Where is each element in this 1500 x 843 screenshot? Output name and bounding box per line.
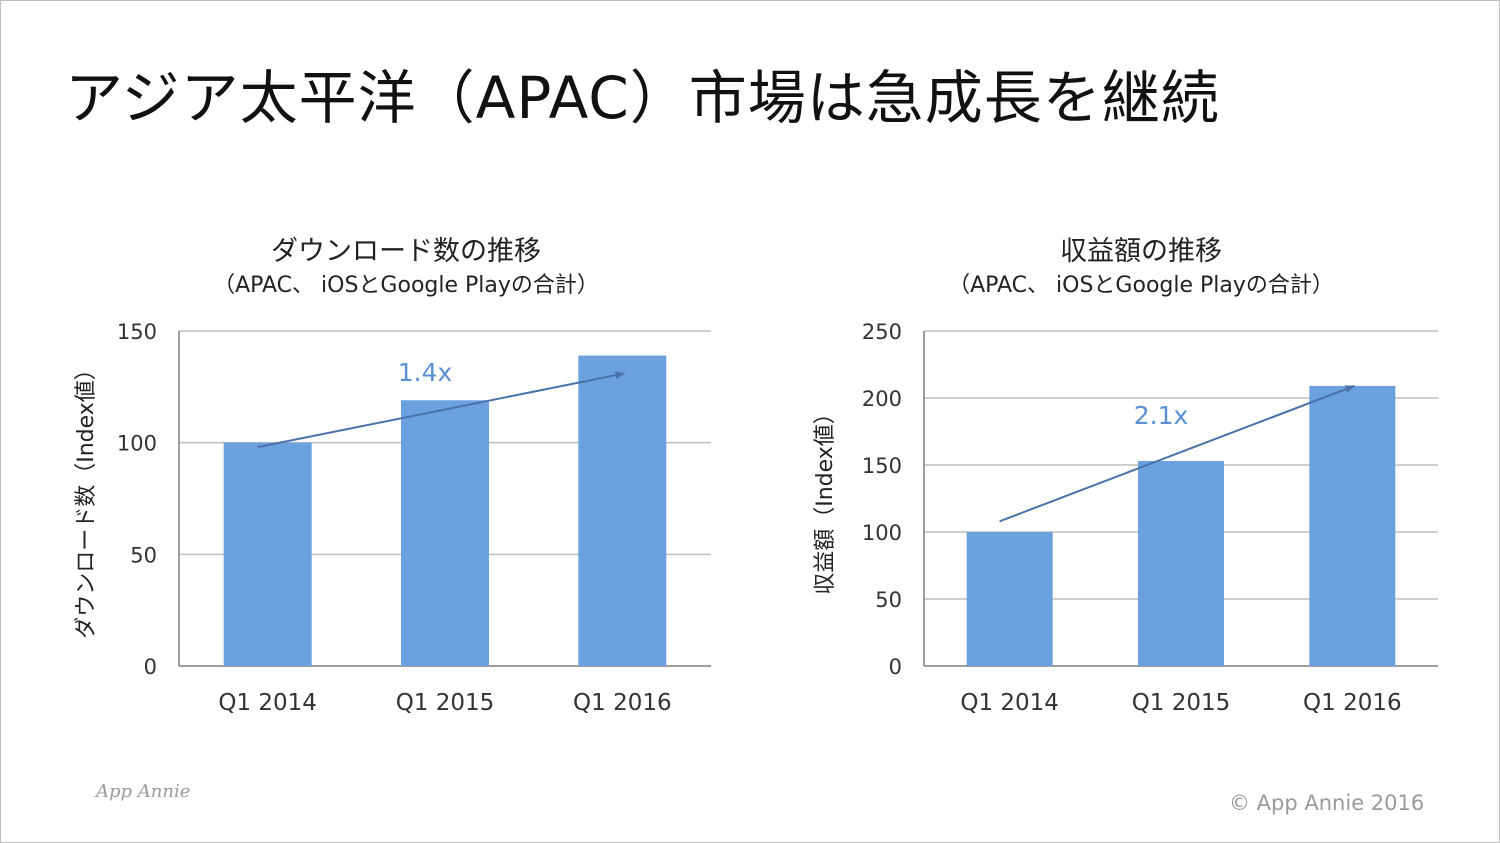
y-tick-label: 250 xyxy=(862,320,902,344)
y-tick-label: 50 xyxy=(130,543,157,567)
bar xyxy=(223,442,312,666)
y-tick-label: 100 xyxy=(862,521,902,545)
app-annie-logo: App Annie xyxy=(96,781,191,802)
y-axis-label: ダウンロード数（Index値） xyxy=(74,358,99,639)
slide-title: アジア太平洋（APAC）市場は急成長を継続 xyxy=(65,64,1220,132)
growth-label: 1.4x xyxy=(398,358,453,387)
downloads-chart-svg: 0 50 100 150 Q1 2014 Q1 2015 Q1 2016 ダウンロード数（In… xyxy=(74,320,711,716)
chart-title: 収益額の推移 xyxy=(1060,236,1222,267)
copyright-text: © App Annie 2016 xyxy=(1229,791,1425,815)
y-tick-label: 0 xyxy=(889,655,902,679)
x-tick-label: Q1 2016 xyxy=(573,690,672,716)
y-tick-label: 0 xyxy=(144,655,157,679)
growth-arrow xyxy=(999,385,1356,523)
growth-label: 2.1x xyxy=(1134,401,1189,430)
bar xyxy=(1138,460,1224,666)
growth-arrow xyxy=(257,371,626,449)
x-tick-label: Q1 2016 xyxy=(1303,690,1402,716)
x-tick-label: Q1 2015 xyxy=(396,690,495,716)
y-axis-label: 収益額（Index値） xyxy=(813,402,838,595)
bar xyxy=(578,355,667,666)
bar xyxy=(966,532,1053,666)
y-tick-label: 150 xyxy=(117,320,157,344)
x-tick-label: Q1 2014 xyxy=(218,690,317,716)
chart-title: ダウンロード数の推移 xyxy=(271,236,541,267)
y-tick-label: 50 xyxy=(875,588,902,612)
chart-subtitle: （APAC、 iOSとGoogle Playの合計） xyxy=(213,273,599,298)
y-tick-label: 200 xyxy=(862,387,902,411)
y-tick-label: 150 xyxy=(862,454,902,478)
x-tick-label: Q1 2014 xyxy=(960,690,1059,716)
revenue-chart-svg: 0 50 100 150 200 250 Q1 2014 Q1 2015 Q1 2016 収益額（… xyxy=(813,320,1438,716)
chart-subtitle: （APAC、 iOSとGoogle Playの合計） xyxy=(948,273,1334,298)
bar xyxy=(1309,385,1396,666)
y-tick-label: 100 xyxy=(117,432,157,456)
x-tick-label: Q1 2015 xyxy=(1132,690,1231,716)
bar xyxy=(401,400,489,666)
downloads-chart: ダウンロード数の推移 （APAC、 iOSとGoogle Playの合計） 0 5… xyxy=(61,223,751,743)
revenue-chart: 収益額の推移 （APAC、 iOSとGoogle Playの合計） 0 50 100… xyxy=(796,223,1486,743)
